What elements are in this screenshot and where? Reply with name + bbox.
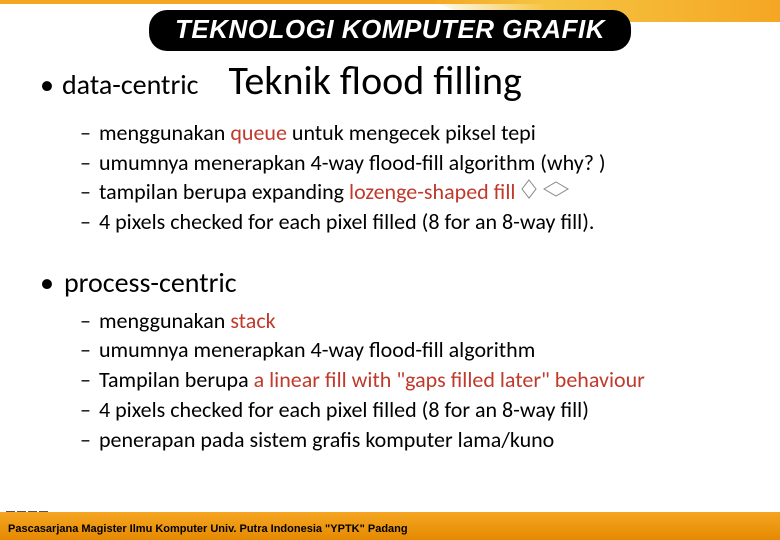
section2-heading: • process-centric <box>40 265 750 300</box>
list-item-text: penerapan pada sistem grafis komputer la… <box>99 425 554 455</box>
dash-icon: – <box>80 306 91 336</box>
dash-icon: – <box>80 177 91 207</box>
section2-label: process-centric <box>64 265 237 300</box>
dash-icon: – <box>80 118 91 148</box>
dash-icon: – <box>80 395 91 425</box>
list-item-text: tampilan berupa expanding lozenge-shaped… <box>99 177 569 207</box>
list-item-text: menggunakan queue untuk mengecek piksel … <box>99 118 536 148</box>
highlight-text: stack <box>230 307 275 334</box>
highlight-text: queue <box>230 119 287 146</box>
list-item-text: 4 pixels checked for each pixel filled (… <box>99 207 594 237</box>
dash-icon: – <box>80 425 91 455</box>
dash-icon: – <box>80 335 91 365</box>
list-item-text: menggunakan stack <box>99 306 276 336</box>
dash-icon: – <box>80 148 91 178</box>
list-item: –penerapan pada sistem grafis komputer l… <box>80 425 750 455</box>
list-item: –4 pixels checked for each pixel filled … <box>80 395 750 425</box>
section2-list: –menggunakan stack–umumnya menerapkan 4-… <box>80 306 750 454</box>
list-item: –menggunakan queue untuk mengecek piksel… <box>80 118 750 148</box>
footer-text: Pascasarjana Magister Ilmu Komputer Univ… <box>8 523 408 535</box>
list-item-text: Tampilan berupa a linear fill with "gaps… <box>99 365 645 395</box>
list-item: –Tampilan berupa a linear fill with "gap… <box>80 365 750 395</box>
slide-title: Teknik flood filling <box>228 56 521 105</box>
list-item: –menggunakan stack <box>80 306 750 336</box>
list-item-text: 4 pixels checked for each pixel filled (… <box>99 395 589 425</box>
list-item: –4 pixels checked for each pixel filled … <box>80 207 750 237</box>
list-item-text: umumnya menerapkan 4-way flood-fill algo… <box>99 148 606 178</box>
bullet-icon: • <box>40 265 54 300</box>
slide-content: –menggunakan queue untuk mengecek piksel… <box>66 118 750 454</box>
highlight-text: a linear fill with "gaps filled later" b… <box>254 366 645 393</box>
section1-label: data-centric <box>62 67 199 102</box>
bullet-icon: • <box>40 67 54 102</box>
course-banner: TEKNOLOGI KOMPUTER GRAFIK <box>149 10 631 51</box>
dash-icon: – <box>80 365 91 395</box>
highlight-text: lozenge-shaped fill <box>349 178 515 205</box>
list-item-text: umumnya menerapkan 4-way flood-fill algo… <box>99 335 535 365</box>
list-item: –tampilan berupa expanding lozenge-shape… <box>80 177 750 207</box>
dash-icon: – <box>80 207 91 237</box>
list-item: –umumnya menerapkan 4-way flood-fill alg… <box>80 335 750 365</box>
title-row: • data-centric Teknik flood filling <box>40 56 740 105</box>
list-item: –umumnya menerapkan 4-way flood-fill alg… <box>80 148 750 178</box>
section1-list: –menggunakan queue untuk mengecek piksel… <box>80 118 750 237</box>
lozenge-icon <box>521 179 569 199</box>
